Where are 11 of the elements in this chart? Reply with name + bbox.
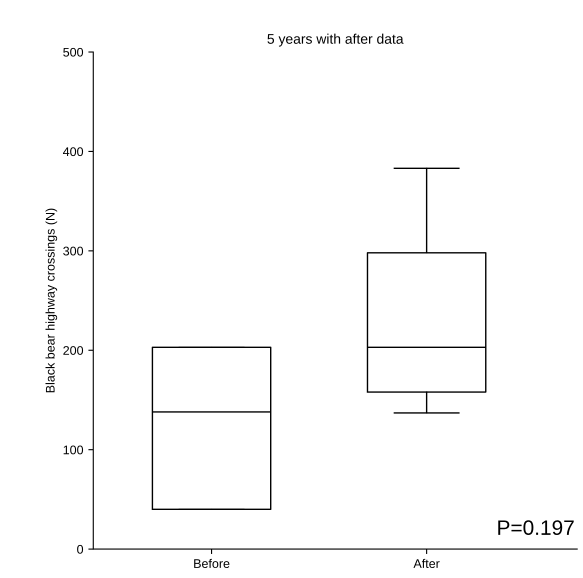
x-tick-label: After	[413, 558, 440, 568]
y-tick-label: 100	[64, 445, 84, 454]
y-tick-label: 200	[63, 346, 84, 355]
chart-title: 5 years with after data	[267, 34, 404, 47]
x-tick-label: Before	[194, 558, 230, 568]
y-tick-label: 0	[77, 544, 84, 554]
y-tick-label: 300	[63, 246, 84, 256]
annotation: P=0.197	[498, 520, 574, 536]
y-tick-label: 400	[62, 147, 84, 156]
y-axis-title: Black bear highway crossings (N)	[45, 208, 58, 392]
y-tick-label: 500	[63, 48, 84, 57]
